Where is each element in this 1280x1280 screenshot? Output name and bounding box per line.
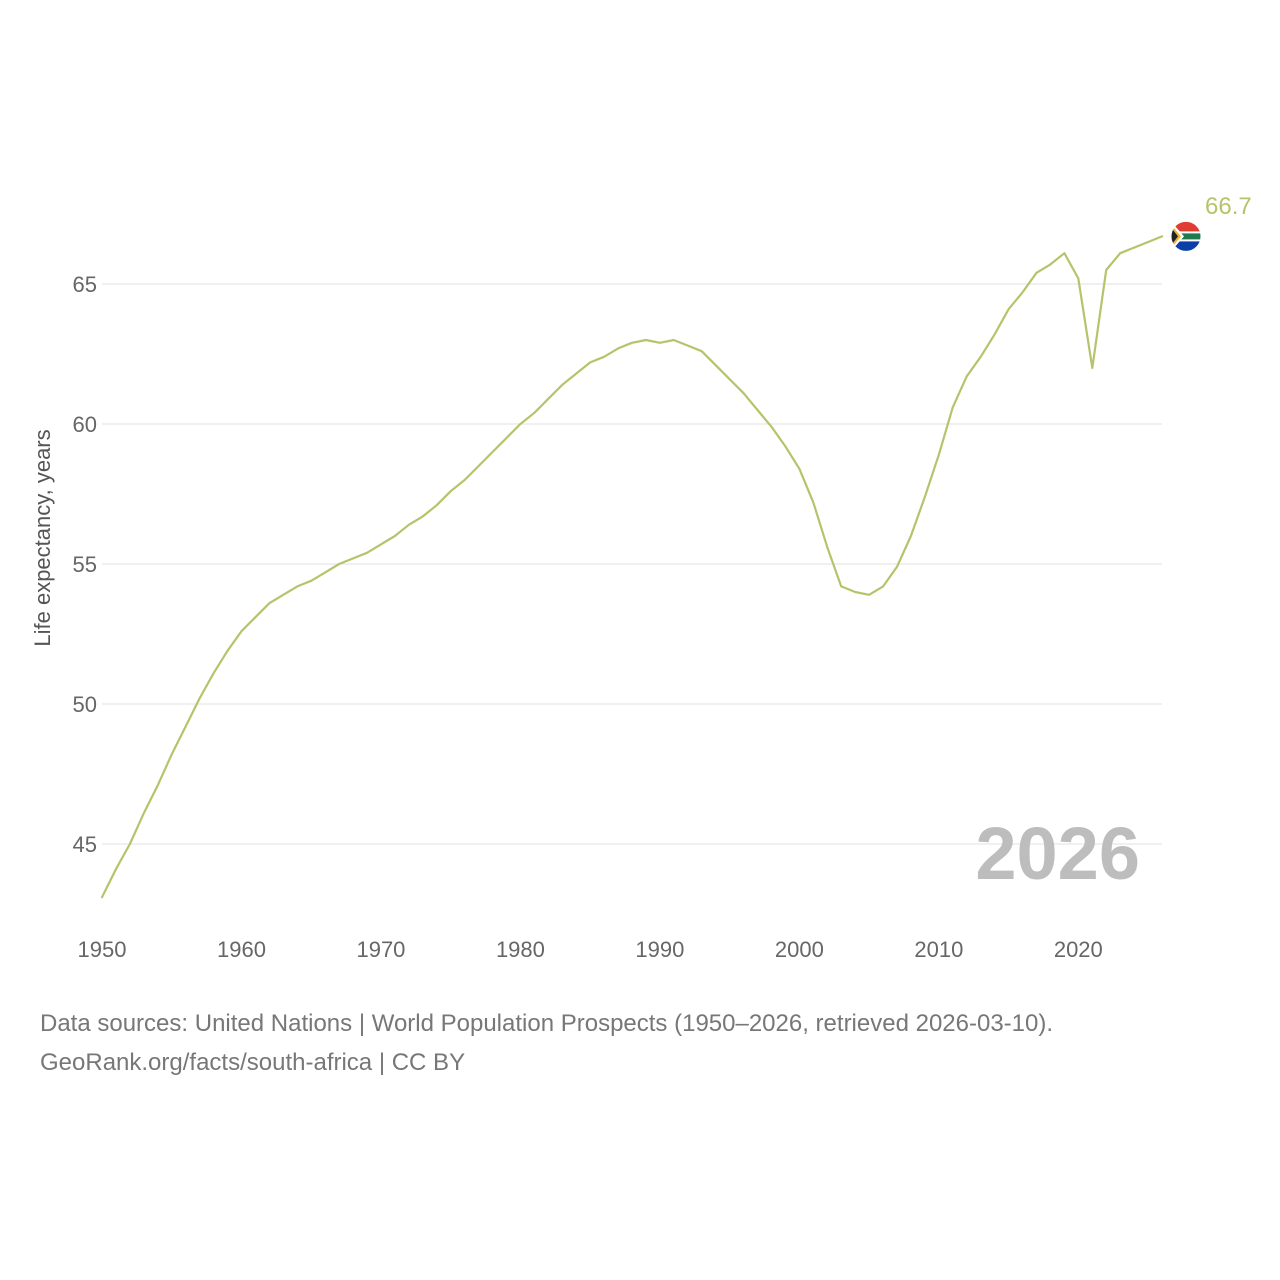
south-africa-flag-icon bbox=[1170, 220, 1202, 252]
x-tick-label-1990: 1990 bbox=[635, 937, 684, 962]
y-axis-ticks: 45 50 55 60 65 bbox=[73, 272, 97, 857]
x-tick-label-2010: 2010 bbox=[914, 937, 963, 962]
x-tick-label-2000: 2000 bbox=[775, 937, 824, 962]
y-tick-label-60: 60 bbox=[73, 412, 97, 437]
year-marker: 2026 bbox=[975, 812, 1140, 895]
y-tick-label-50: 50 bbox=[73, 692, 97, 717]
attribution-text: GeoRank.org/facts/south-africa | CC BY bbox=[40, 1049, 466, 1076]
data-source-text: Data sources: United Nations | World Pop… bbox=[40, 1010, 1054, 1037]
x-tick-label-1970: 1970 bbox=[356, 937, 405, 962]
y-axis-label: Life expectancy, years bbox=[30, 429, 55, 646]
x-tick-label-1960: 1960 bbox=[217, 937, 266, 962]
x-tick-label-1980: 1980 bbox=[496, 937, 545, 962]
x-tick-label-2020: 2020 bbox=[1054, 937, 1103, 962]
end-value-label: 66.7 bbox=[1205, 193, 1252, 220]
footer: Data sources: United Nations | World Pop… bbox=[40, 1004, 1260, 1082]
life-expectancy-chart: 45 50 55 60 65 1950 1960 1970 1980 1990 2000 2010 2… bbox=[30, 193, 1252, 962]
series-line-south-africa bbox=[100, 235, 1164, 899]
x-tick-label-1950: 1950 bbox=[78, 937, 127, 962]
y-tick-label-65: 65 bbox=[73, 272, 97, 297]
grid-lines bbox=[102, 283, 1162, 845]
x-axis-ticks: 1950 1960 1970 1980 1990 2000 2010 2020 bbox=[78, 937, 1103, 962]
y-tick-label-55: 55 bbox=[73, 552, 97, 577]
y-tick-label-45: 45 bbox=[73, 832, 97, 857]
